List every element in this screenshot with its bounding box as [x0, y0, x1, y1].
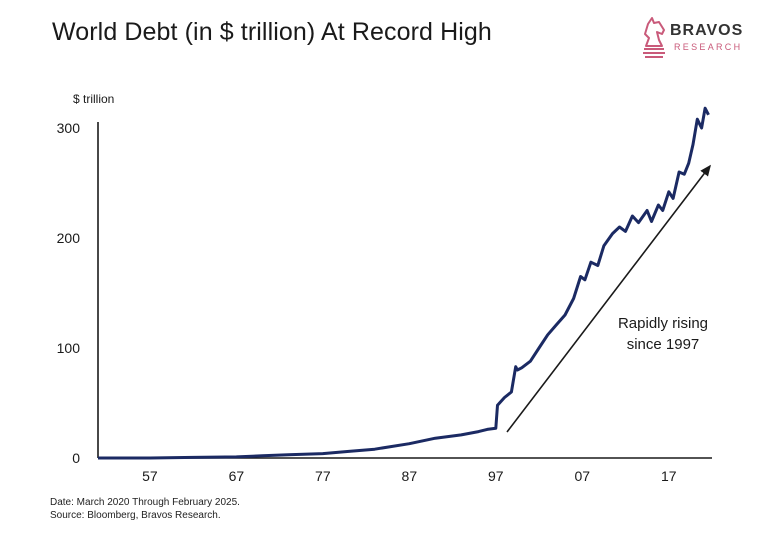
x-tick-label: 17 — [661, 468, 677, 484]
y-tick-label: 200 — [57, 230, 81, 246]
footer-source: Source: Bloomberg, Bravos Research. — [50, 510, 221, 521]
annotation-line-2: since 1997 — [627, 336, 700, 353]
x-tick-label: 97 — [488, 468, 504, 484]
knight-icon — [643, 17, 665, 58]
series-line — [98, 106, 710, 460]
chart-title: World Debt (in $ trillion) At Record Hig… — [52, 18, 492, 46]
brand-logo: BRAVOS RESEARCH — [640, 16, 758, 64]
x-tick-label: 77 — [315, 468, 331, 484]
footer-date: Date: March 2020 Through February 2025. — [50, 497, 240, 508]
y-tick-label: 300 — [57, 120, 81, 136]
x-tick-label: 87 — [402, 468, 418, 484]
annotation-line-1: Rapidly rising — [618, 315, 708, 332]
brand-name: BRAVOS — [670, 22, 744, 39]
y-axis-label: $ trillion — [73, 92, 114, 106]
x-tick-label: 07 — [574, 468, 590, 484]
brand-subtitle: RESEARCH — [674, 42, 743, 52]
x-tick-label: 67 — [229, 468, 245, 484]
trend-arrow — [506, 164, 711, 433]
y-tick-label: 100 — [57, 340, 81, 356]
y-tick-label: 0 — [72, 450, 80, 466]
x-tick-label: 57 — [142, 468, 158, 484]
